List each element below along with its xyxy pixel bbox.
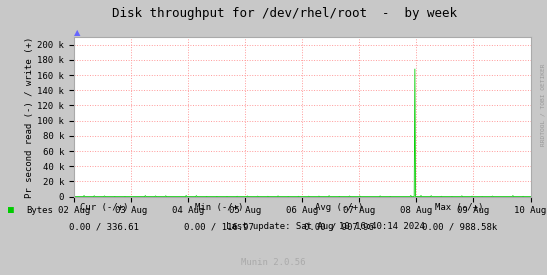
Text: ■: ■ <box>8 205 14 215</box>
Text: RRDTOOL / TOBI OETIKER: RRDTOOL / TOBI OETIKER <box>541 63 546 146</box>
Text: Min (-/+): Min (-/+) <box>195 203 243 212</box>
Text: Max (-/+): Max (-/+) <box>435 203 484 212</box>
Text: Last update: Sat Aug 10 16:40:14 2024: Last update: Sat Aug 10 16:40:14 2024 <box>226 222 425 231</box>
Text: Munin 2.0.56: Munin 2.0.56 <box>241 258 306 267</box>
Text: ▲: ▲ <box>74 28 80 37</box>
Text: Avg (-/+): Avg (-/+) <box>315 203 363 212</box>
Text: 0.00 / 907.96: 0.00 / 907.96 <box>304 222 374 231</box>
Text: Bytes: Bytes <box>26 206 53 215</box>
Text: 0.00 / 988.58k: 0.00 / 988.58k <box>422 222 497 231</box>
Y-axis label: Pr second read (-) / write (+): Pr second read (-) / write (+) <box>26 36 34 197</box>
Text: 0.00 / 336.61: 0.00 / 336.61 <box>69 222 139 231</box>
Text: Disk throughput for /dev/rhel/root  -  by week: Disk throughput for /dev/rhel/root - by … <box>112 7 457 20</box>
Text: Cur (-/+): Cur (-/+) <box>80 203 128 212</box>
Text: 0.00 / 116.97: 0.00 / 116.97 <box>184 222 254 231</box>
